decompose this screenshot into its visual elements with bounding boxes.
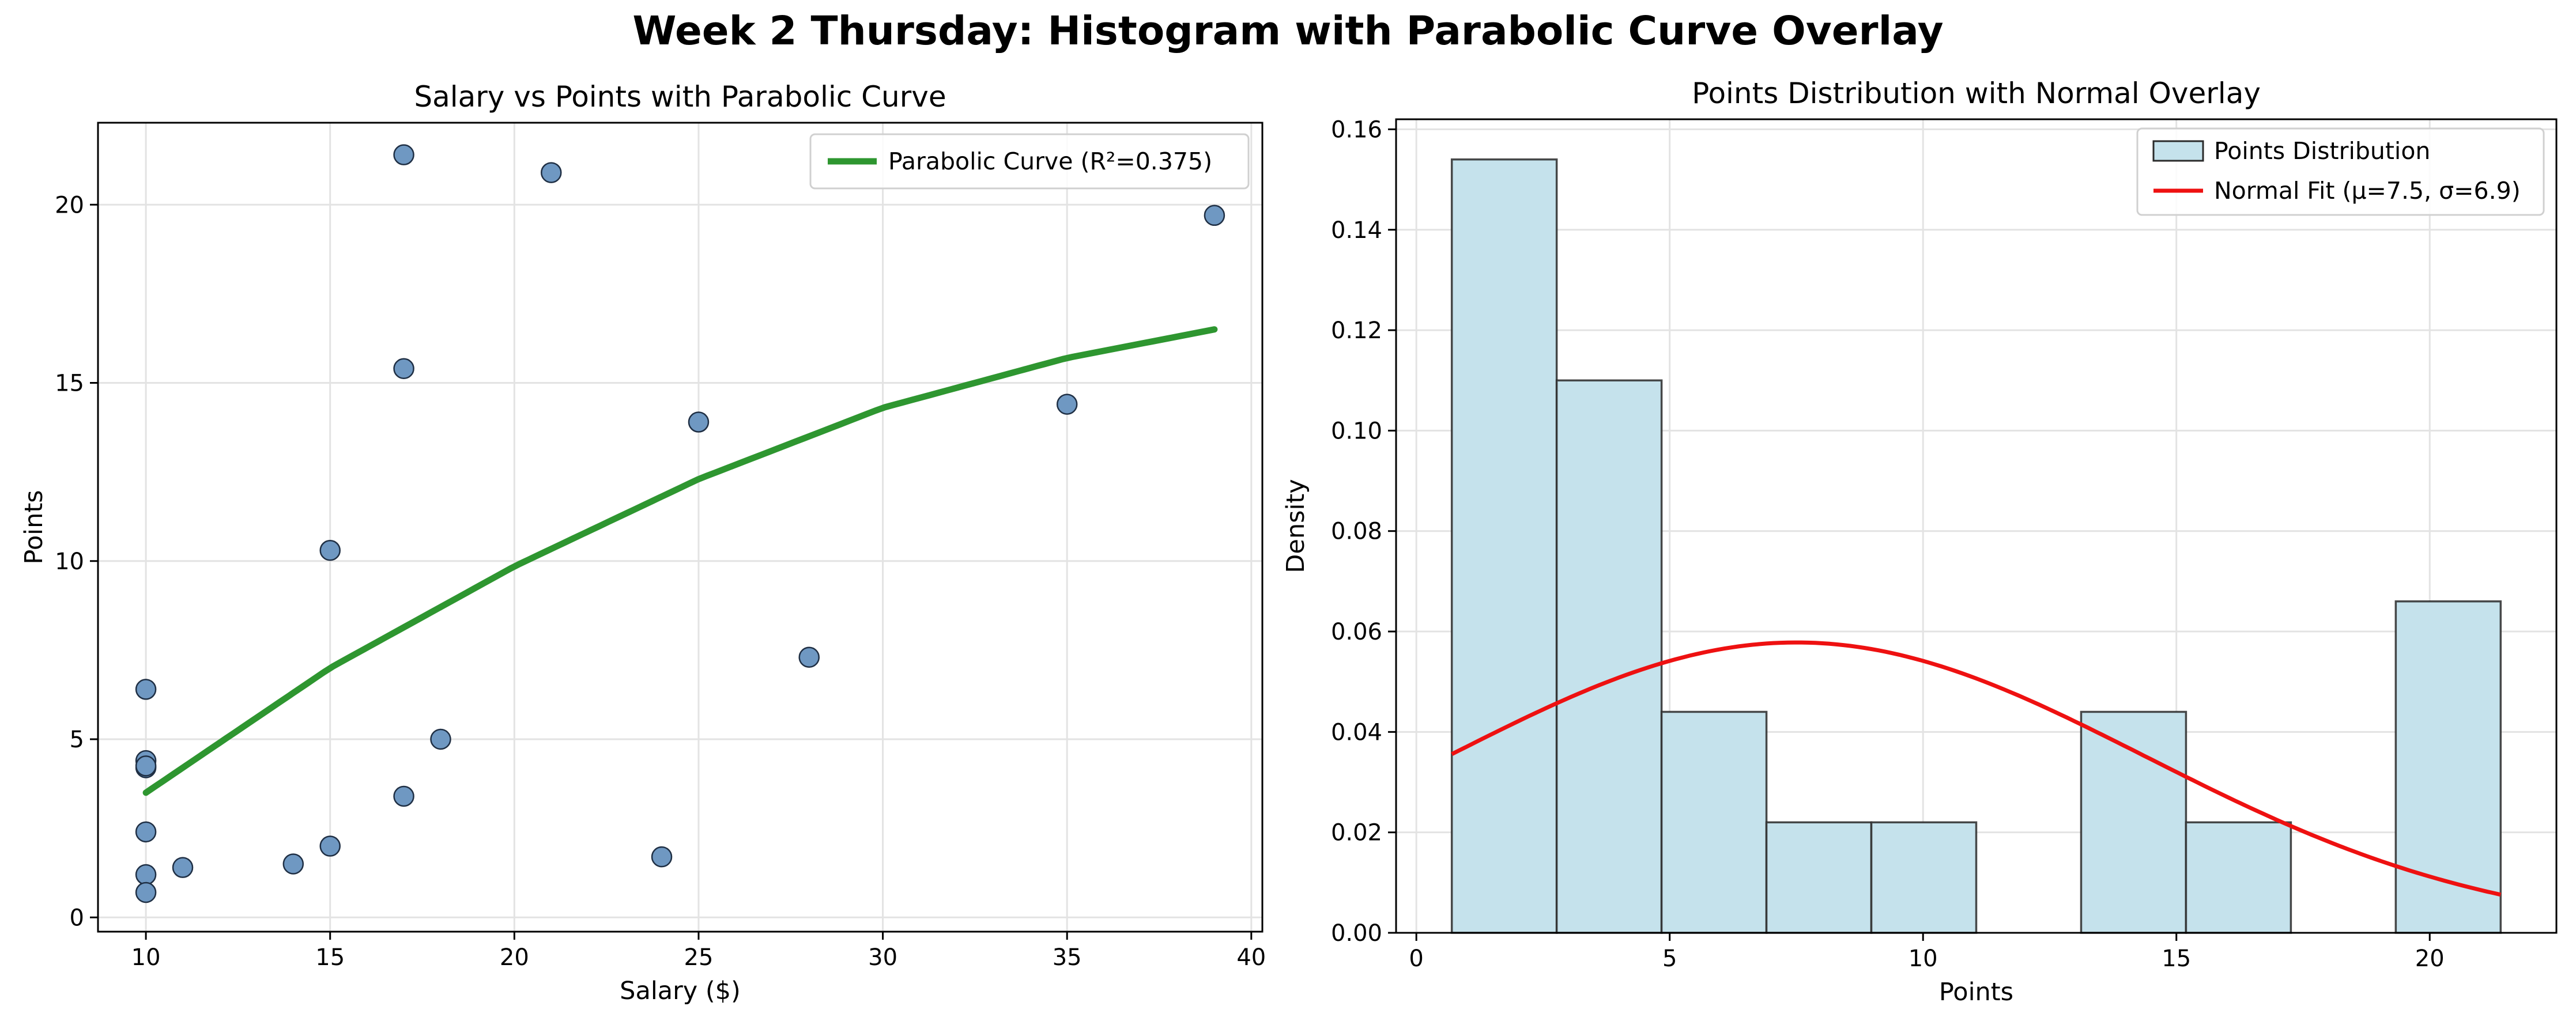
scatter-point	[430, 728, 451, 750]
x-tick-label: 5	[1662, 945, 1677, 972]
x-tick-label: 0	[1409, 945, 1423, 972]
x-tick-label: 25	[684, 944, 714, 971]
y-tick-label: 5	[70, 727, 84, 753]
histogram-bar	[1450, 158, 1558, 934]
y-tick-label: 0.08	[1331, 519, 1382, 545]
figure-title: Week 2 Thursday: Histogram with Paraboli…	[632, 8, 1944, 54]
legend-box	[2136, 127, 2545, 216]
scatter-point	[135, 882, 157, 903]
y-tick-label: 0.04	[1331, 719, 1382, 746]
normal-fit-line	[1451, 640, 2502, 897]
y-tick-label: 0.16	[1331, 116, 1382, 143]
scatter-point	[688, 411, 710, 433]
scatter-point	[393, 785, 414, 807]
scatter-point	[651, 846, 673, 868]
chart-title: Salary vs Points with Parabolic Curve	[414, 80, 946, 114]
y-tick-label: 0.12	[1331, 317, 1382, 344]
histogram-bar	[1870, 821, 1978, 934]
histogram-bar	[1765, 821, 1873, 934]
x-tick-label: 35	[1053, 944, 1082, 971]
x-axis-label: Salary ($)	[620, 977, 741, 1005]
y-tick-label: 0.14	[1331, 217, 1382, 244]
y-tick-label: 15	[55, 370, 84, 397]
chart-title: Points Distribution with Normal Overlay	[1692, 77, 2261, 110]
histogram-bar	[2080, 710, 2187, 934]
y-tick-label: 20	[55, 192, 84, 218]
histogram-chart: 0 5 10 15 20 0.00 0.02 0.04 0.06 0.08 0.10 0.12 0.14…	[1281, 77, 2558, 1007]
scatter-point	[135, 864, 157, 886]
y-tick-label: 0.06	[1331, 619, 1382, 645]
x-tick-label: 15	[315, 944, 345, 971]
axes-frame	[1395, 118, 2558, 934]
scatter-point	[319, 835, 341, 857]
x-tick-label: 20	[2415, 945, 2445, 972]
scatter-point	[135, 821, 157, 843]
y-axis-label: Points	[20, 490, 48, 564]
x-tick-label: 10	[131, 944, 161, 971]
histogram-bar	[2185, 821, 2292, 934]
x-tick-label: 10	[1909, 945, 1938, 972]
y-tick-label: 0.10	[1331, 418, 1382, 444]
scatter-point	[135, 755, 157, 777]
x-tick-label: 15	[2162, 945, 2191, 972]
y-tick-label: 0	[70, 905, 84, 931]
y-tick-label: 0.00	[1331, 920, 1382, 947]
scatter-point	[282, 853, 304, 875]
legend-normal-label: Normal Fit (μ=7.5, σ=6.9)	[2214, 177, 2521, 205]
legend-curve-label: Parabolic Curve (R²=0.375)	[888, 147, 1212, 175]
x-tick-label: 40	[1236, 944, 1266, 971]
legend-hist-swatch	[2152, 140, 2204, 162]
scatter-point	[1056, 394, 1078, 415]
y-axis-label: Density	[1281, 479, 1310, 573]
histogram-bar	[1555, 379, 1663, 934]
histogram-bar	[2394, 600, 2502, 934]
x-tick-label: 30	[868, 944, 897, 971]
histogram-bar	[1660, 710, 1768, 934]
scatter-point	[393, 358, 414, 380]
x-axis-label: Points	[1939, 978, 2013, 1007]
scatter-point	[1204, 205, 1225, 226]
scatter-chart: 10 15 20 25 30 35 40 0 5 10 15 20 Salary vs Points w…	[20, 80, 1266, 1005]
legend-hist-label: Points Distribution	[2214, 137, 2430, 165]
x-tick-label: 20	[500, 944, 529, 971]
y-tick-label: 0.02	[1331, 820, 1382, 846]
legend-box	[809, 133, 1250, 190]
scatter-point	[135, 679, 157, 700]
scatter-point	[319, 539, 341, 561]
parabolic-curve-line	[142, 326, 1218, 796]
axes-frame	[97, 122, 1264, 933]
scatter-point	[393, 144, 414, 165]
scatter-point	[172, 857, 194, 878]
y-tick-label: 10	[55, 549, 84, 575]
scatter-point	[798, 646, 820, 668]
scatter-point	[541, 162, 562, 183]
